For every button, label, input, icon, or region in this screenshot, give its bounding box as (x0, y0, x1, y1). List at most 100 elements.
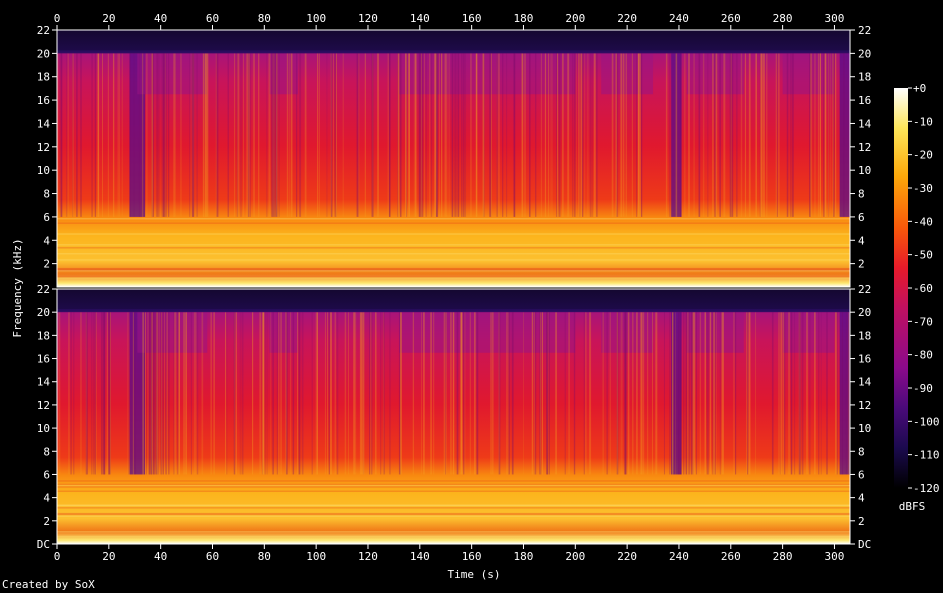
texture-stripe (596, 53, 598, 217)
texture-stripe (539, 312, 542, 475)
y-tick-left-label: 22 (37, 283, 50, 296)
texture-stripe (721, 312, 722, 475)
x-tick-top-label: 260 (721, 12, 741, 25)
texture-stripe (747, 312, 749, 475)
texture-stripe (361, 312, 364, 475)
y-tick-right-label: 10 (858, 164, 871, 177)
harmonic-line (57, 483, 850, 486)
texture-stripe (59, 53, 62, 217)
texture-stripe (809, 53, 811, 217)
texture-stripe (285, 312, 287, 475)
texture-stripe (511, 312, 514, 475)
texture-stripe (714, 53, 717, 217)
texture-stripe (150, 312, 152, 475)
texture-stripe (529, 53, 531, 217)
texture-stripe (760, 53, 763, 217)
upper-purple-region (399, 312, 576, 353)
texture-stripe (669, 312, 671, 475)
texture-stripe (672, 312, 674, 475)
texture-stripe (692, 312, 695, 475)
texture-stripe (138, 53, 141, 217)
harmonic-line (57, 275, 850, 278)
texture-stripe (389, 53, 391, 217)
texture-stripe (243, 53, 244, 217)
texture-stripe (818, 312, 820, 475)
texture-stripe (304, 53, 307, 217)
x-tick-bottom-label: 80 (258, 550, 271, 563)
channel-2-y-ticks-left: 22 20 18 16 14 12 10 8 6 4 2 DC (37, 283, 57, 551)
texture-stripe (347, 312, 349, 475)
texture-stripe (299, 53, 302, 217)
texture-stripe (155, 312, 158, 475)
texture-stripe (292, 312, 295, 475)
texture-stripe (192, 53, 195, 217)
texture-stripe (333, 53, 334, 217)
upper-purple-region (601, 312, 654, 353)
texture-stripe (702, 53, 705, 217)
texture-stripe (330, 53, 333, 217)
texture-stripe (460, 312, 462, 475)
x-tick-top-label: 100 (306, 12, 326, 25)
texture-stripe (109, 312, 111, 475)
texture-stripe (93, 312, 95, 475)
texture-stripe (835, 53, 837, 217)
texture-stripe (372, 53, 374, 217)
upper-purple-region (137, 53, 208, 95)
texture-stripe (731, 53, 734, 217)
texture-stripe (513, 53, 516, 217)
texture-stripe (406, 53, 407, 217)
texture-stripe (722, 312, 724, 475)
texture-stripe (372, 53, 374, 217)
texture-stripe (336, 312, 339, 475)
texture-stripe (806, 312, 808, 475)
texture-stripe (435, 53, 438, 217)
texture-stripe (152, 312, 155, 475)
texture-stripe (723, 53, 726, 217)
texture-stripe (450, 312, 452, 475)
y-tick-right-label: 4 (858, 234, 865, 247)
texture-stripe (574, 53, 576, 217)
y-tick-left-label: 20 (37, 47, 50, 60)
texture-stripe (698, 53, 701, 217)
texture-stripe (151, 312, 153, 475)
texture-stripe (747, 312, 749, 475)
texture-stripe (353, 312, 356, 475)
y-tick-left-label: 14 (37, 117, 51, 130)
quiet-region (671, 53, 682, 217)
footer-credit: Created by SoX (2, 578, 95, 591)
texture-stripe (118, 53, 121, 217)
texture-stripe (584, 53, 586, 217)
harmonic-line (57, 513, 850, 516)
texture-stripe (705, 312, 706, 475)
texture-stripe (85, 312, 88, 475)
y-tick-right-label: 10 (858, 422, 871, 435)
colorbar-tick-label: -30 (913, 182, 933, 195)
texture-stripe (672, 312, 673, 475)
texture-stripe (712, 312, 714, 475)
texture-stripe (824, 53, 827, 217)
texture-stripe (190, 53, 192, 217)
texture-stripe (539, 312, 542, 475)
texture-stripe (86, 312, 88, 475)
texture-stripe (452, 312, 454, 475)
texture-stripe (609, 312, 611, 475)
texture-stripe (585, 312, 587, 475)
texture-stripe (371, 312, 373, 475)
harmonic-line (57, 269, 850, 271)
texture-stripe (678, 312, 681, 475)
texture-stripe (296, 53, 298, 217)
texture-stripe (788, 312, 790, 475)
texture-stripe (127, 312, 129, 475)
harmonic-line (57, 512, 850, 515)
texture-stripe (801, 312, 804, 475)
texture-stripe (733, 312, 735, 475)
x-tick-top-label: 60 (206, 12, 219, 25)
texture-stripe (276, 53, 278, 217)
texture-stripe (358, 53, 360, 217)
x-tick-top-label: 80 (258, 12, 271, 25)
texture-stripe (129, 53, 131, 217)
texture-stripe (542, 312, 543, 475)
channel-1-y-ticks-right: 22 20 18 16 14 12 10 8 6 4 2 (850, 24, 872, 271)
texture-stripe (826, 312, 828, 475)
y-tick-left-label: 16 (37, 353, 50, 366)
